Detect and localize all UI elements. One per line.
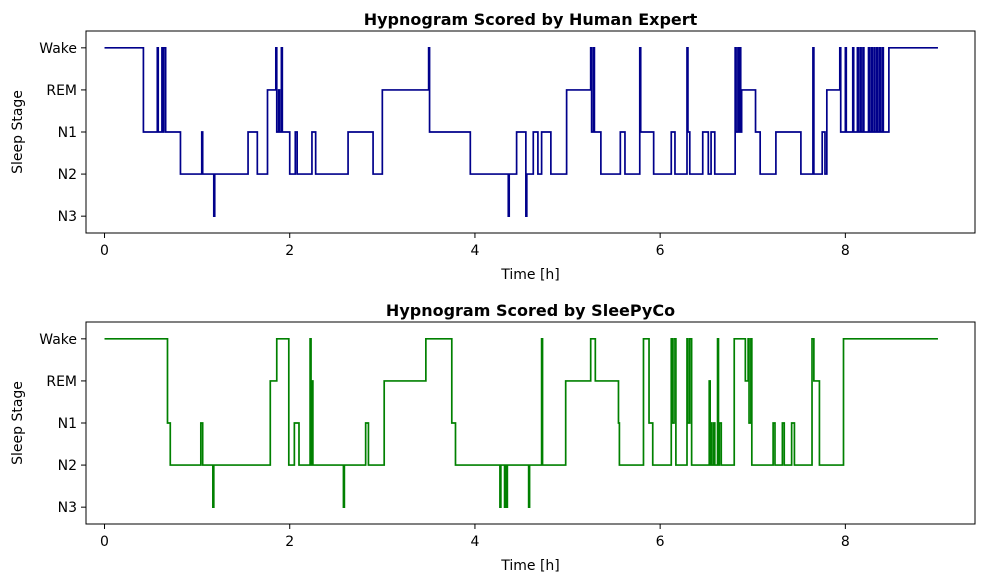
x-tick-label: 2 xyxy=(285,243,294,259)
y-tick-label: REM xyxy=(46,83,77,99)
y-axis-label: Sleep Stage xyxy=(10,381,26,465)
subplot-2: Hypnogram Scored by SleePyCo 0 2 4 6 8 N3 N2 N1 R… xyxy=(10,301,976,574)
y-tick-label: N3 xyxy=(58,500,77,516)
y-tick-label: N2 xyxy=(58,167,77,183)
chart-title: Hypnogram Scored by SleePyCo xyxy=(386,301,675,320)
x-tick-label: 6 xyxy=(656,534,665,550)
x-tick-label: 8 xyxy=(841,534,850,550)
axes-frame xyxy=(85,321,976,525)
series-line-1 xyxy=(104,46,938,218)
x-tick-label: 2 xyxy=(285,534,294,550)
y-axis-label: Sleep Stage xyxy=(10,90,26,174)
x-tick-label: 0 xyxy=(100,534,109,550)
y-tick-label: N2 xyxy=(58,458,77,474)
y-tick-label: Wake xyxy=(39,41,77,57)
subplot-1: Hypnogram Scored by Human Expert 0 2 4 6 8 N3 N… xyxy=(10,10,976,283)
y-tick-label: N1 xyxy=(58,416,77,432)
x-tick-label: 4 xyxy=(470,243,479,259)
x-tick-label: 8 xyxy=(841,243,850,259)
x-axis-label: Time [h] xyxy=(500,558,560,574)
y-tick-label: REM xyxy=(46,374,77,390)
x-tick-label: 0 xyxy=(100,243,109,259)
x-tick-label: 4 xyxy=(470,534,479,550)
y-tick-label: N3 xyxy=(58,209,77,225)
x-tick-label: 6 xyxy=(656,243,665,259)
series-line-1 xyxy=(104,337,938,509)
y-tick-label: Wake xyxy=(39,332,77,348)
chart-title: Hypnogram Scored by Human Expert xyxy=(364,10,698,29)
x-axis-label: Time [h] xyxy=(500,267,560,283)
y-tick-label: N1 xyxy=(58,125,77,141)
